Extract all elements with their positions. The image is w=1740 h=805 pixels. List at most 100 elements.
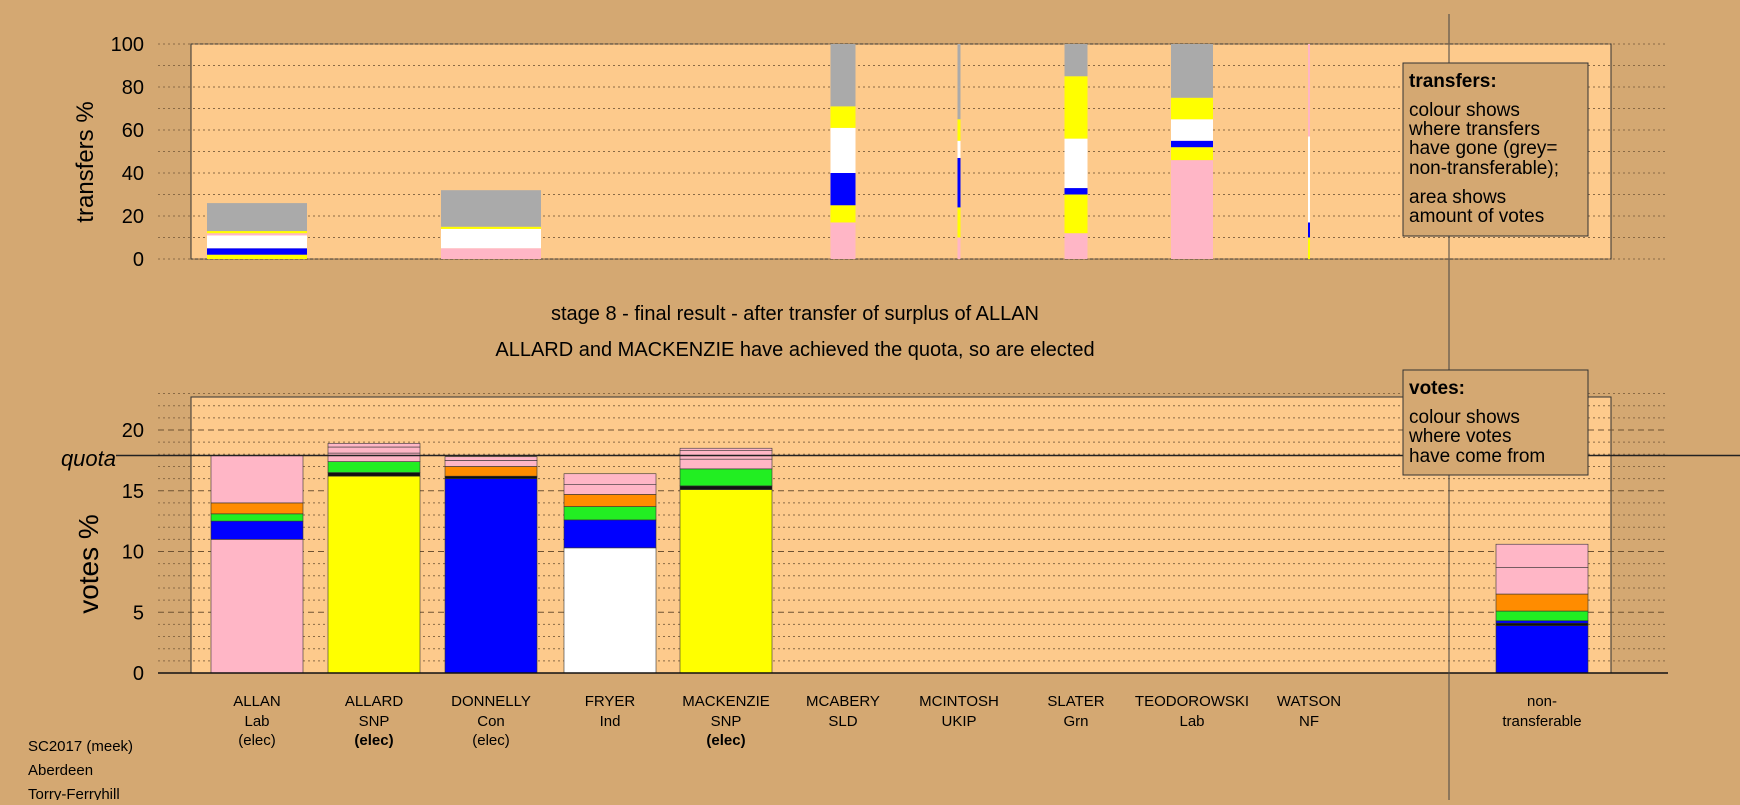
candidate-party-label: Grn [1063,713,1088,730]
transfers-bar-segment [830,173,856,206]
transfers-tick-label: 60 [122,120,144,142]
votes-bar-segment [444,478,538,674]
transfers-bar-segment [207,248,307,255]
candidate-party-label: Lab [244,713,269,730]
transfers-bar-segment [1171,160,1213,259]
votes-bar-segment [679,468,773,487]
candidate-name-label: TEODOROWSKI [1135,693,1249,710]
votes-bar-segment [210,455,304,504]
votes-bar-segment [327,443,421,448]
votes-legend-title: votes: [1409,378,1465,399]
votes-legend: votes: colour shows where votes have com… [1402,369,1589,476]
nontransferable-label: transferable [1502,713,1581,730]
votes-tick-label: 10 [122,542,144,564]
transfers-bar-segment [830,205,856,223]
quota-label: quota [61,446,116,471]
candidate-party-label: SLD [828,713,857,730]
transfers-bar-segment [1171,147,1213,161]
transfers-bars [207,44,1310,259]
transfers-bar-segment [957,140,961,158]
transfers-bar-segment [1171,140,1213,148]
footer-ward: Torry-Ferryhill [28,786,120,800]
transfers-bar-segment [207,231,307,234]
transfers-y-axis-label: transfers % [72,101,99,222]
elected-subtitle: ALLARD and MACKENZIE have achieved the q… [495,339,1094,361]
stage-title: stage 8 - final result - after transfer … [551,303,1039,325]
candidate-name-label: WATSON [1277,693,1341,710]
votes-bar-segment [1495,625,1589,674]
candidate-party-label: NF [1299,713,1319,730]
votes-bar-segment [563,519,657,549]
candidate-status-label: (elec) [238,732,276,749]
footer-council: Aberdeen [28,762,93,779]
votes-bar-segment [444,475,538,479]
transfers-bar-segment [207,235,307,249]
candidate-name-label: DONNELLY [451,693,531,710]
candidate-party-label: Con [477,713,505,730]
votes-bar-segment [1495,610,1589,622]
transfers-bar-segment [957,157,961,208]
transfers-bar-segment [957,237,961,259]
transfers-bar-segment [441,226,541,229]
transfers-bar-segment [1064,138,1088,189]
transfers-legend-box [1402,62,1589,237]
candidate-party-label: SNP [711,713,742,730]
candidate-party-label: Ind [600,713,621,730]
votes-tick-label: 5 [133,602,144,624]
votes-bar-segment [563,547,657,674]
votes-bar-segment [327,475,421,674]
votes-bar-segment [210,502,304,515]
transfers-bar-segment [957,207,961,238]
transfers-bar-segment [957,44,961,120]
transfers-legend-line: where transfers [1408,119,1540,140]
candidate-party-label: UKIP [941,713,976,730]
transfers-bar-segment [1308,237,1310,259]
transfers-bar-segment [830,222,856,259]
candidate-name-label: MCINTOSH [919,693,999,710]
votes-bar-segment [327,446,421,454]
votes-bar-segment [679,489,773,674]
votes-bar-segment [1495,566,1589,595]
votes-bar-segment [210,513,304,522]
votes-bar-segment [563,494,657,507]
votes-legend-line: where votes [1408,426,1511,447]
transfers-bar-segment [441,228,541,249]
transfers-tick-label: 80 [122,77,144,99]
votes-y-axis-label: votes % [73,514,104,614]
votes-tick-label: 15 [122,481,144,503]
footer-election: SC2017 (meek) [28,738,133,755]
candidate-labels: ALLAN Lab (elec) ALLARD SNP (elec) DONNELLY Con… [233,693,1341,749]
transfers-bar-segment [830,127,856,173]
votes-bar-segment [327,472,421,477]
transfers-bar-segment [1064,233,1088,259]
candidate-name-label: ALLAN [233,693,281,710]
votes-bar-segment [1495,593,1589,612]
transfers-bar-segment [1171,44,1213,98]
transfers-tick-label: 40 [122,163,144,185]
votes-plot-area [190,396,1612,674]
votes-bar-segment [679,458,773,470]
transfers-legend-line: have gone (grey= [1409,138,1557,159]
votes-bar-segment [679,447,773,451]
candidate-status-label: (elec) [472,732,510,749]
transfers-bar-segment [1064,76,1088,139]
votes-bar-segment [1495,620,1589,624]
candidate-status-label: (elec) [706,732,745,749]
candidate-party-label: SNP [359,713,390,730]
transfers-bar-segment [1171,97,1213,120]
votes-bar-segment [210,539,304,674]
transfers-bar-segment [207,203,307,232]
transfers-bar-segment [441,248,541,259]
votes-tick-label: 0 [133,663,144,685]
votes-legend-box [1402,369,1589,476]
transfers-bar-segment [957,119,961,141]
candidate-name-label: SLATER [1047,693,1104,710]
transfers-bar-segment [441,190,541,227]
votes-tick-label: 20 [122,420,144,442]
votes-bar-segment [444,460,538,467]
transfers-bar-segment [1308,44,1310,137]
votes-bar-segment [563,484,657,495]
transfers-tick-label: 0 [133,249,144,271]
